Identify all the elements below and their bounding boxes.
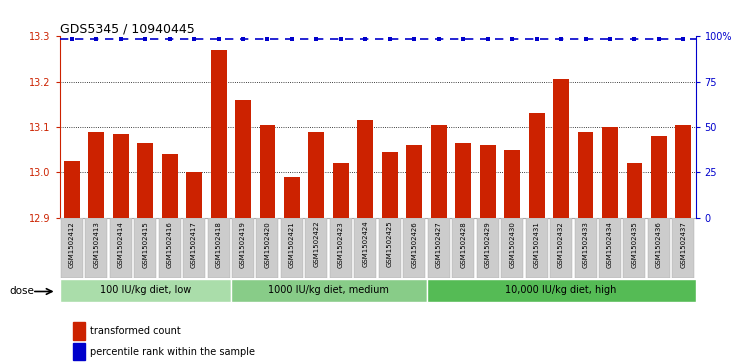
Text: GSM1502436: GSM1502436 xyxy=(656,221,662,268)
Bar xyxy=(64,161,80,218)
Bar xyxy=(651,136,667,218)
Text: GSM1502421: GSM1502421 xyxy=(289,221,295,268)
Text: GSM1502414: GSM1502414 xyxy=(118,221,124,268)
Bar xyxy=(406,145,423,218)
Text: GSM1502415: GSM1502415 xyxy=(142,221,148,268)
Text: 1000 IU/kg diet, medium: 1000 IU/kg diet, medium xyxy=(268,285,389,295)
Text: transformed count: transformed count xyxy=(90,326,180,337)
FancyBboxPatch shape xyxy=(452,218,474,278)
FancyBboxPatch shape xyxy=(403,218,426,278)
Bar xyxy=(309,131,324,218)
Text: GSM1502420: GSM1502420 xyxy=(264,221,271,268)
Bar xyxy=(357,120,373,218)
Text: GSM1502424: GSM1502424 xyxy=(362,221,368,268)
FancyBboxPatch shape xyxy=(574,218,597,278)
Bar xyxy=(211,50,226,218)
Bar xyxy=(504,150,520,218)
FancyBboxPatch shape xyxy=(599,218,621,278)
Text: GSM1502416: GSM1502416 xyxy=(167,221,173,268)
Bar xyxy=(676,125,691,218)
FancyBboxPatch shape xyxy=(305,218,327,278)
Bar xyxy=(480,145,496,218)
Text: GSM1502428: GSM1502428 xyxy=(461,221,466,268)
Bar xyxy=(431,125,446,218)
FancyBboxPatch shape xyxy=(379,218,401,278)
Text: GSM1502427: GSM1502427 xyxy=(436,221,442,268)
Bar xyxy=(73,343,85,360)
Bar xyxy=(577,131,594,218)
Bar xyxy=(626,163,642,218)
Bar xyxy=(529,113,545,218)
FancyBboxPatch shape xyxy=(501,218,523,278)
FancyBboxPatch shape xyxy=(648,218,670,278)
Text: GSM1502432: GSM1502432 xyxy=(558,221,564,268)
FancyBboxPatch shape xyxy=(426,279,696,302)
Bar xyxy=(284,177,300,218)
Text: GSM1502412: GSM1502412 xyxy=(68,221,74,268)
Bar xyxy=(137,143,153,218)
Text: GSM1502417: GSM1502417 xyxy=(191,221,197,268)
Bar xyxy=(113,134,129,218)
FancyBboxPatch shape xyxy=(208,218,230,278)
Text: 100 IU/kg diet, low: 100 IU/kg diet, low xyxy=(100,285,190,295)
FancyBboxPatch shape xyxy=(61,218,83,278)
FancyBboxPatch shape xyxy=(623,218,646,278)
FancyBboxPatch shape xyxy=(673,218,694,278)
FancyBboxPatch shape xyxy=(109,218,132,278)
Text: percentile rank within the sample: percentile rank within the sample xyxy=(90,347,254,357)
Text: GSM1502435: GSM1502435 xyxy=(632,221,638,268)
Text: GSM1502423: GSM1502423 xyxy=(338,221,344,268)
FancyBboxPatch shape xyxy=(183,218,205,278)
FancyBboxPatch shape xyxy=(477,218,498,278)
Bar xyxy=(89,131,104,218)
FancyBboxPatch shape xyxy=(86,218,107,278)
FancyBboxPatch shape xyxy=(232,218,254,278)
FancyBboxPatch shape xyxy=(60,279,231,302)
Bar xyxy=(333,163,349,218)
FancyBboxPatch shape xyxy=(281,218,303,278)
Bar xyxy=(73,322,85,340)
Text: GSM1502437: GSM1502437 xyxy=(681,221,687,268)
Text: GSM1502422: GSM1502422 xyxy=(313,221,319,268)
Text: GSM1502425: GSM1502425 xyxy=(387,221,393,268)
Bar xyxy=(382,152,398,218)
FancyBboxPatch shape xyxy=(550,218,572,278)
Text: 10,000 IU/kg diet, high: 10,000 IU/kg diet, high xyxy=(505,285,617,295)
Text: GSM1502433: GSM1502433 xyxy=(583,221,589,268)
Text: GSM1502419: GSM1502419 xyxy=(240,221,246,268)
Text: GSM1502429: GSM1502429 xyxy=(484,221,491,268)
FancyBboxPatch shape xyxy=(158,218,181,278)
FancyBboxPatch shape xyxy=(257,218,278,278)
Bar xyxy=(260,125,275,218)
Bar xyxy=(186,172,202,218)
FancyBboxPatch shape xyxy=(428,218,450,278)
FancyBboxPatch shape xyxy=(525,218,548,278)
Text: GSM1502413: GSM1502413 xyxy=(93,221,99,268)
Bar xyxy=(235,100,251,218)
FancyBboxPatch shape xyxy=(134,218,156,278)
Bar xyxy=(161,154,178,218)
Text: GSM1502434: GSM1502434 xyxy=(607,221,613,268)
Bar xyxy=(455,143,471,218)
Text: GSM1502431: GSM1502431 xyxy=(533,221,539,268)
FancyBboxPatch shape xyxy=(330,218,352,278)
Text: GDS5345 / 10940445: GDS5345 / 10940445 xyxy=(60,22,194,35)
Text: dose: dose xyxy=(9,286,33,297)
FancyBboxPatch shape xyxy=(354,218,376,278)
Text: GSM1502426: GSM1502426 xyxy=(411,221,417,268)
FancyBboxPatch shape xyxy=(231,279,426,302)
Bar xyxy=(602,127,618,218)
Text: GSM1502430: GSM1502430 xyxy=(509,221,515,268)
Text: GSM1502418: GSM1502418 xyxy=(216,221,222,268)
Bar xyxy=(553,79,569,218)
